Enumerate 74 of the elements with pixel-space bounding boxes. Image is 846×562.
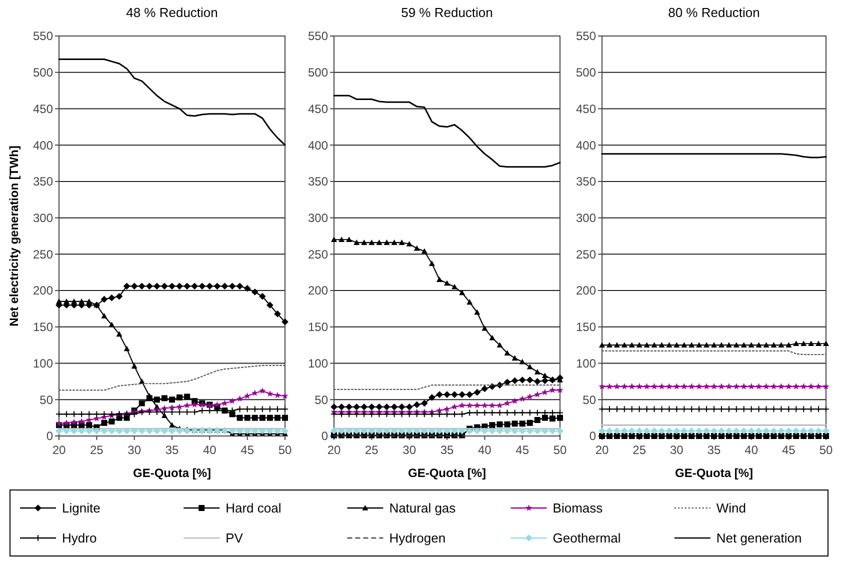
x-tick-label: 30	[402, 443, 416, 457]
chart-title: 48 % Reduction	[126, 5, 218, 20]
chart-title: 59 % Reduction	[401, 5, 493, 20]
y-tick-label: 100	[32, 356, 54, 370]
y-tick-label: 200	[576, 284, 596, 298]
x-axis-title: GE-Quota [%]	[133, 466, 211, 480]
y-tick-label: 500	[576, 66, 596, 80]
y-tick-label: 400	[576, 138, 596, 152]
x-tick-label: 40	[202, 443, 217, 457]
y-tick-label: 200	[308, 284, 328, 298]
y-tick-label: 500	[32, 66, 54, 80]
y-axis-title: Net electricity generation [TWh]	[7, 146, 21, 326]
y-tick-label: 0	[321, 429, 328, 444]
chart-title: 80 % Reduction	[668, 5, 760, 20]
x-tick-label: 20	[327, 443, 341, 457]
x-axis-title: GE-Quota [%]	[408, 466, 486, 480]
y-tick-label: 550	[308, 29, 328, 44]
y-tick-label: 400	[308, 138, 328, 152]
x-axis-title: GE-Quota [%]	[675, 466, 753, 480]
y-tick-label: 350	[576, 174, 596, 189]
y-tick-label: 150	[308, 320, 328, 334]
x-tick-label: 25	[364, 443, 379, 457]
y-tick-label: 150	[576, 320, 596, 334]
legend-label: Hard coal	[226, 500, 282, 516]
legend-label: Geothermal	[552, 530, 621, 546]
y-tick-label: 100	[576, 356, 596, 370]
x-tick-label: 25	[632, 443, 646, 457]
legend-label: Biomass	[552, 500, 604, 516]
y-tick-label: 0	[46, 429, 54, 444]
x-tick-label: 25	[90, 443, 104, 457]
y-tick-label: 300	[32, 211, 54, 226]
y-tick-label: 250	[308, 247, 328, 262]
x-tick-label: 35	[440, 443, 454, 457]
y-tick-label: 350	[308, 174, 328, 189]
x-tick-label: 30	[128, 443, 142, 457]
x-tick-label: 20	[52, 443, 66, 457]
legend-label: Hydro	[62, 530, 97, 546]
legend-label: Wind	[716, 500, 746, 516]
x-tick-label: 30	[670, 443, 684, 457]
y-tick-label: 500	[308, 66, 328, 80]
x-tick-label: 45	[782, 443, 796, 457]
y-tick-label: 200	[32, 284, 54, 298]
x-tick-label: 50	[278, 443, 292, 457]
legend-label: Hydrogen	[389, 530, 446, 546]
legend-label: Lignite	[62, 500, 100, 516]
y-tick-label: 450	[308, 102, 328, 116]
y-tick-label: 300	[576, 211, 596, 226]
y-tick-label: 50	[40, 392, 54, 407]
x-tick-label: 45	[240, 443, 254, 457]
x-tick-label: 45	[516, 443, 530, 457]
y-tick-label: 50	[314, 392, 328, 407]
y-tick-label: 400	[32, 138, 54, 152]
y-tick-label: 450	[576, 102, 596, 116]
x-tick-label: 20	[595, 443, 609, 457]
y-tick-label: 250	[32, 247, 54, 262]
y-tick-label: 250	[576, 247, 596, 262]
y-tick-label: 50	[582, 392, 596, 407]
y-tick-label: 0	[589, 429, 596, 444]
x-tick-label: 35	[707, 443, 721, 457]
y-tick-label: 550	[576, 29, 596, 44]
legend-label: Natural gas	[389, 500, 456, 516]
x-tick-label: 40	[744, 443, 758, 457]
y-tick-label: 450	[32, 102, 54, 116]
y-tick-label: 350	[32, 174, 54, 189]
x-tick-label: 40	[478, 443, 492, 457]
x-tick-label: 50	[819, 443, 833, 457]
legend-label: Net generation	[716, 530, 802, 546]
y-tick-label: 150	[32, 320, 54, 334]
x-tick-label: 35	[165, 443, 179, 457]
x-tick-label: 50	[553, 443, 567, 457]
legend-label: PV	[226, 530, 244, 546]
y-tick-label: 300	[308, 211, 328, 226]
y-tick-label: 550	[32, 29, 54, 44]
y-tick-label: 100	[308, 356, 328, 370]
